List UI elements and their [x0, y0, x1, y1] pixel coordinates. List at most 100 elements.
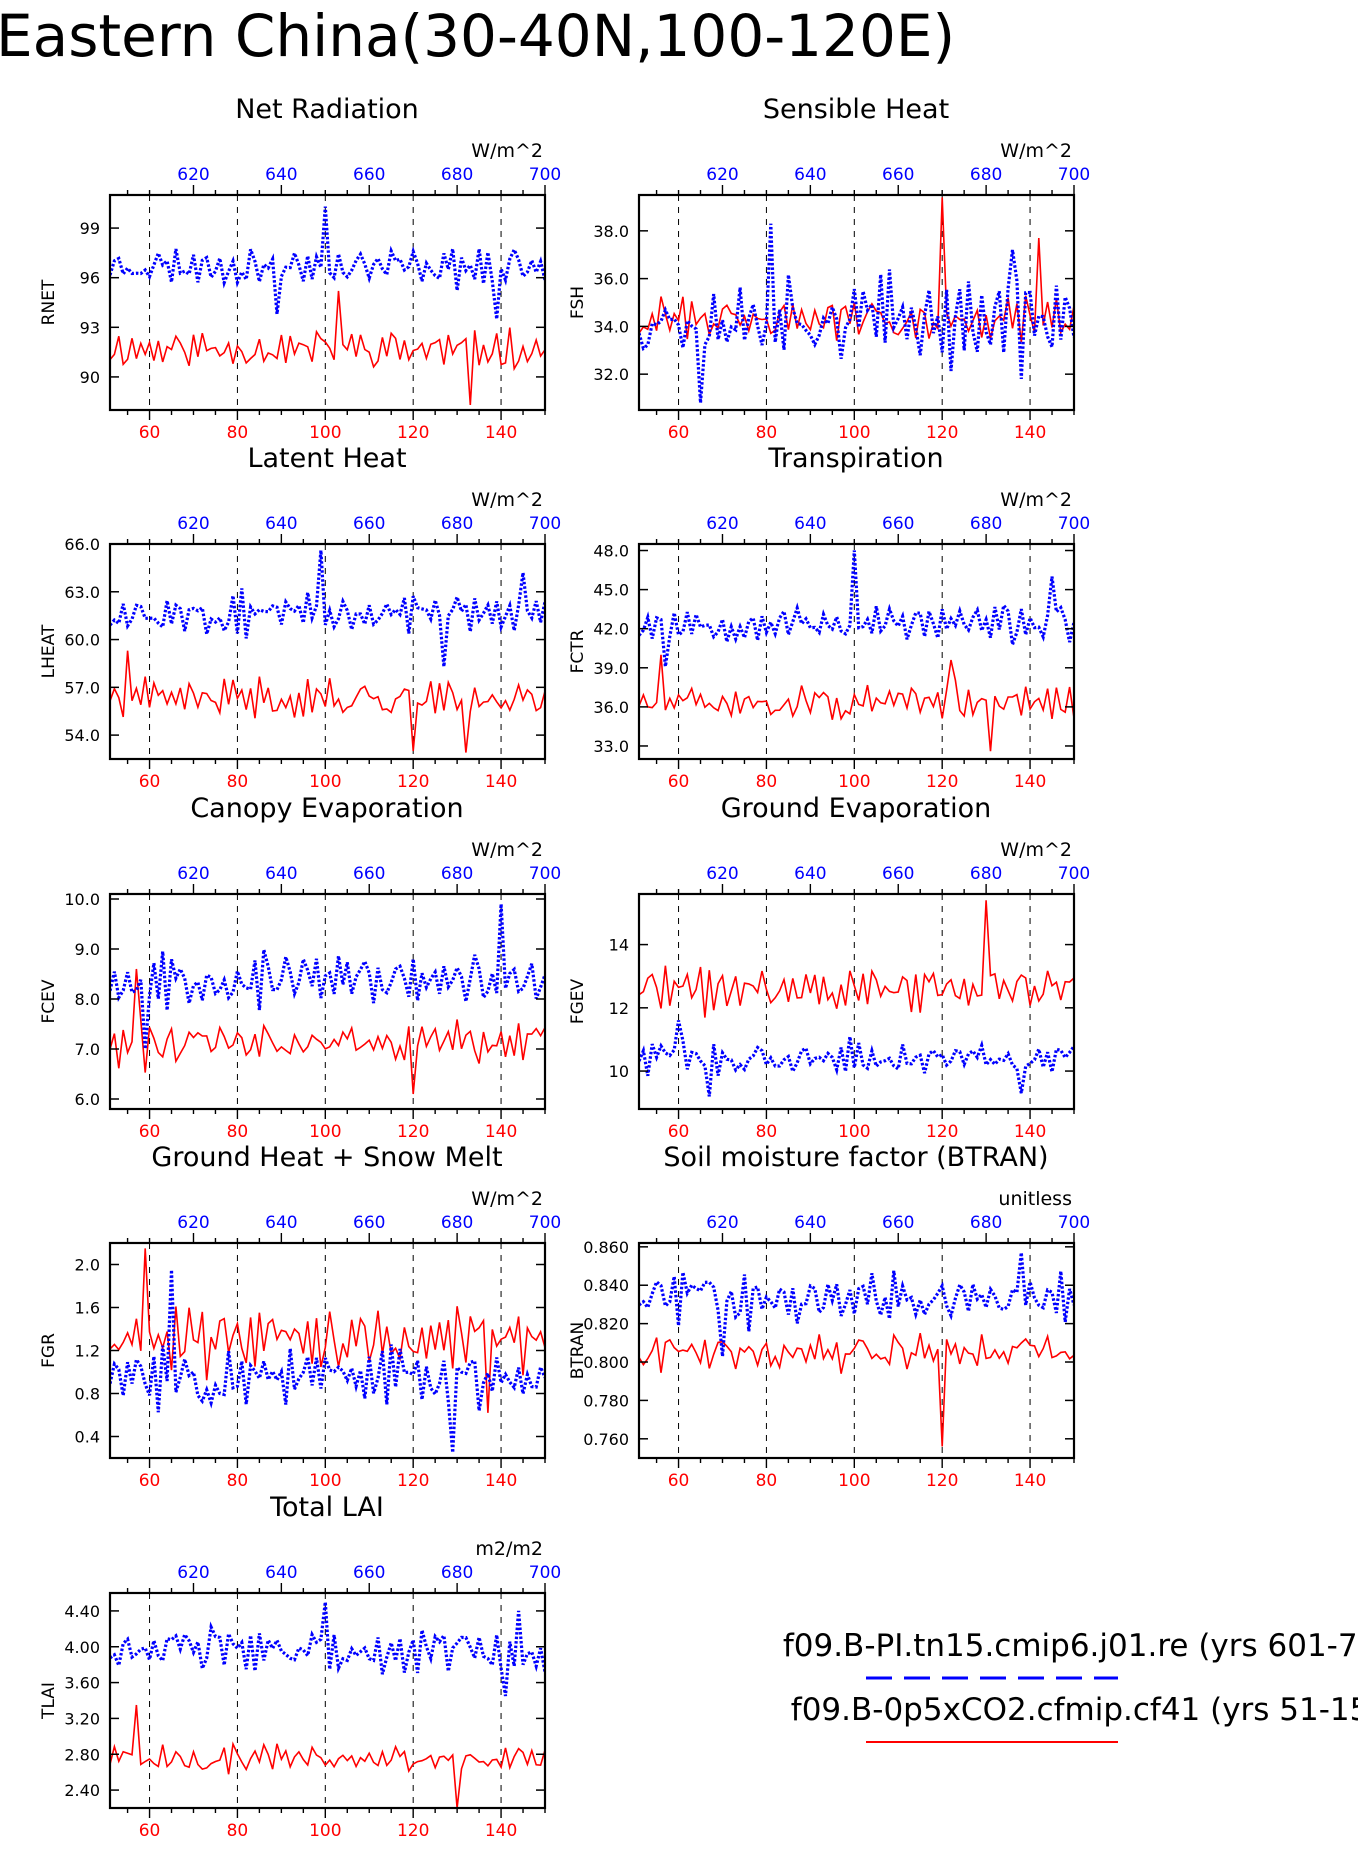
legend-entry-co2: f09.B-0p5xCO2.cfmip.cf41 (yrs 51-150) [791, 1692, 1358, 1728]
y-tick-label: 6.0 [75, 1090, 100, 1109]
plot-frame [108, 1591, 547, 1810]
x-bottom-tick-label: 120 [926, 1471, 958, 1491]
y-axis-label: RNET [39, 279, 59, 325]
y-tick-label: 32.0 [593, 365, 629, 384]
y-tick-label: 60.0 [64, 631, 100, 650]
series-line-co2 [639, 900, 1074, 1018]
y-axis-label: FGEV [568, 978, 588, 1024]
y-tick-label: 0.820 [583, 1315, 629, 1334]
x-bottom-tick-label: 100 [309, 1821, 341, 1841]
x-bottom-tick-label: 140 [485, 1821, 517, 1841]
y-tick-label: 0.860 [583, 1238, 629, 1257]
x-bottom-tick-label: 80 [227, 1821, 249, 1841]
x-bottom-tick-label: 140 [1014, 772, 1046, 792]
units-label: W/m^2 [1000, 839, 1072, 861]
x-top-tick-label: 620 [706, 1213, 738, 1233]
units-label: m2/m2 [475, 1538, 543, 1560]
series-line-pi [110, 550, 545, 667]
x-top-tick-label: 640 [265, 1213, 297, 1233]
plot-frame [637, 1241, 1076, 1460]
y-tick-label: 38.0 [593, 222, 629, 241]
panel-title: Net Radiation [235, 94, 419, 125]
y-tick-label: 48.0 [593, 542, 629, 561]
y-tick-label: 4.40 [64, 1602, 100, 1621]
y-axis-label: TLAI [39, 1682, 59, 1720]
units-label: unitless [998, 1188, 1072, 1210]
y-tick-label: 3.60 [64, 1674, 100, 1693]
series-line-co2 [639, 1332, 1074, 1447]
plot-frame [108, 542, 547, 761]
x-top-tick-label: 680 [970, 1213, 1002, 1233]
y-tick-label: 0.8 [75, 1385, 100, 1404]
y-tick-label: 34.0 [593, 317, 629, 336]
x-bottom-tick-label: 140 [1014, 1122, 1046, 1142]
x-top-tick-label: 700 [1058, 165, 1090, 185]
y-tick-label: 3.20 [64, 1709, 100, 1728]
y-tick-label: 2.0 [75, 1256, 100, 1275]
x-bottom-tick-label: 120 [926, 1122, 958, 1142]
y-tick-label: 4.00 [64, 1638, 100, 1657]
x-bottom-tick-label: 80 [227, 772, 249, 792]
panel-rnet: Net Radiation W/m^2 RNET 90 93 96 99 60 80 100 120… [39, 94, 561, 443]
x-top-tick-label: 620 [177, 165, 209, 185]
x-top-tick-label: 620 [706, 165, 738, 185]
panel-btran: Soil moisture factor (BTRAN) unitless BTRA… [568, 1142, 1090, 1491]
y-tick-label: 45.0 [593, 581, 629, 600]
y-tick-label: 90 [80, 368, 100, 387]
y-tick-label: 39.0 [593, 659, 629, 678]
panel-title: Canopy Evaporation [190, 793, 463, 824]
x-bottom-tick-label: 120 [397, 1821, 429, 1841]
y-tick-label: 0.780 [583, 1391, 629, 1410]
y-tick-label: 0.760 [583, 1430, 629, 1449]
y-axis-label: BTRAN [568, 1322, 588, 1380]
plot-frame [637, 892, 1076, 1111]
plot-frame [108, 1241, 547, 1460]
x-bottom-tick-label: 80 [756, 1471, 778, 1491]
x-top-tick-label: 660 [353, 1213, 385, 1233]
plot-frame [108, 193, 547, 412]
x-bottom-tick-label: 80 [756, 423, 778, 443]
x-bottom-tick-label: 80 [227, 1471, 249, 1491]
series-line-pi [639, 550, 1074, 667]
x-bottom-tick-label: 100 [838, 1122, 870, 1142]
y-tick-label: 14 [609, 936, 629, 955]
x-top-tick-label: 700 [529, 1213, 561, 1233]
plot-frame [637, 193, 1076, 412]
x-bottom-tick-label: 120 [397, 1122, 429, 1142]
y-axis-label: LHEAT [39, 624, 59, 678]
x-top-tick-label: 660 [882, 1213, 914, 1233]
y-tick-label: 63.0 [64, 583, 100, 602]
legend: f09.B-PI.tn15.cmip6.j01.re (yrs 601-700)… [783, 1628, 1358, 1743]
series-line-co2 [110, 650, 545, 753]
x-top-tick-label: 700 [529, 514, 561, 534]
panel-lheat: Latent Heat W/m^2 LHEAT 54.0 57.0 60.0 63.0 66.… [39, 443, 561, 792]
x-top-tick-label: 660 [882, 165, 914, 185]
x-bottom-tick-label: 60 [139, 423, 161, 443]
series-line-pi [639, 1020, 1074, 1097]
x-bottom-tick-label: 60 [139, 1471, 161, 1491]
x-top-tick-label: 640 [794, 514, 826, 534]
y-tick-label: 57.0 [64, 678, 100, 697]
x-top-tick-label: 660 [353, 864, 385, 884]
x-bottom-tick-label: 60 [668, 772, 690, 792]
x-bottom-tick-label: 100 [309, 423, 341, 443]
x-top-tick-label: 680 [970, 514, 1002, 534]
x-bottom-tick-label: 140 [485, 772, 517, 792]
x-top-tick-label: 700 [529, 1563, 561, 1583]
panel-title: Soil moisture factor (BTRAN) [663, 1142, 1048, 1173]
series-line-pi [110, 903, 545, 1050]
y-tick-label: 9.0 [75, 940, 100, 959]
y-tick-label: 66.0 [64, 535, 100, 554]
x-bottom-tick-label: 120 [397, 772, 429, 792]
y-tick-label: 54.0 [64, 726, 100, 745]
x-top-tick-label: 700 [529, 165, 561, 185]
x-bottom-tick-label: 100 [838, 1471, 870, 1491]
y-tick-label: 2.40 [64, 1781, 100, 1800]
series-line-pi [110, 206, 545, 320]
y-tick-label: 36.0 [593, 698, 629, 717]
x-bottom-tick-label: 100 [838, 423, 870, 443]
x-top-tick-label: 640 [265, 165, 297, 185]
y-tick-label: 42.0 [593, 620, 629, 639]
x-bottom-tick-label: 140 [485, 423, 517, 443]
x-top-tick-label: 640 [794, 864, 826, 884]
